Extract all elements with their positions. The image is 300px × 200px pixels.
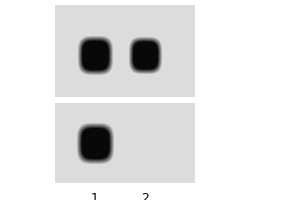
Text: 1: 1 (91, 192, 99, 200)
Text: 2: 2 (141, 192, 149, 200)
